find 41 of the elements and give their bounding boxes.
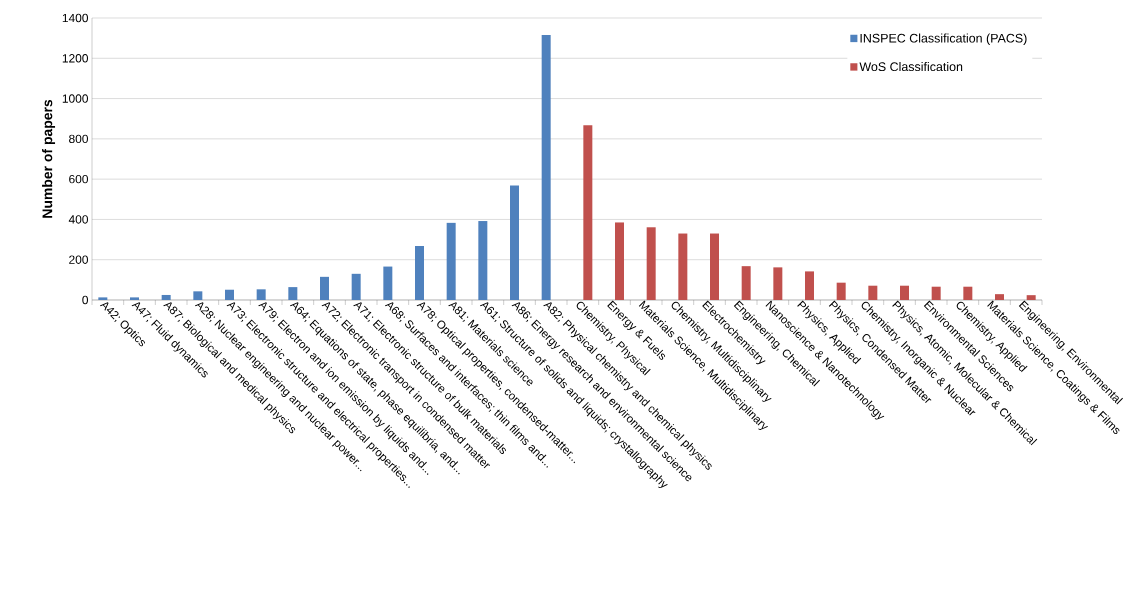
bar — [615, 222, 624, 300]
bar — [320, 276, 329, 300]
bar — [161, 294, 171, 300]
bar — [98, 297, 108, 300]
bar — [541, 34, 551, 300]
y-tick-label: 1000 — [62, 94, 89, 103]
legend-label: WoS Classification — [859, 61, 963, 72]
bar — [383, 266, 393, 300]
y-tick-label: 200 — [69, 255, 89, 264]
bar — [288, 287, 298, 300]
bar — [583, 125, 593, 300]
bar — [900, 285, 910, 300]
bar — [963, 286, 973, 300]
y-tick-label: 0 — [82, 295, 89, 305]
y-tick-label: 1400 — [62, 13, 89, 23]
bar — [995, 294, 1005, 300]
bar — [868, 285, 878, 300]
bar — [836, 282, 846, 300]
bar — [741, 266, 751, 300]
bar — [773, 267, 783, 300]
bar — [478, 221, 488, 300]
legend-label: INSPEC Classification (PACS) — [860, 33, 1027, 46]
bar — [130, 297, 139, 300]
bar — [646, 227, 656, 300]
bar — [805, 271, 815, 300]
bar — [446, 222, 456, 300]
bar — [678, 233, 688, 300]
bar — [415, 246, 424, 300]
y-tick-label: 1200 — [62, 54, 89, 63]
y-tick-label: 600 — [69, 174, 89, 184]
bar — [510, 185, 519, 300]
bar — [710, 233, 719, 300]
bar — [1026, 295, 1036, 300]
bar — [225, 289, 234, 300]
bar — [256, 289, 266, 300]
y-tick-label: 800 — [69, 134, 89, 144]
bar — [193, 291, 203, 300]
y-tick-label: 400 — [68, 215, 89, 224]
bar — [931, 286, 941, 300]
bar — [351, 273, 361, 300]
y-axis-title: Number of papers — [42, 99, 56, 218]
